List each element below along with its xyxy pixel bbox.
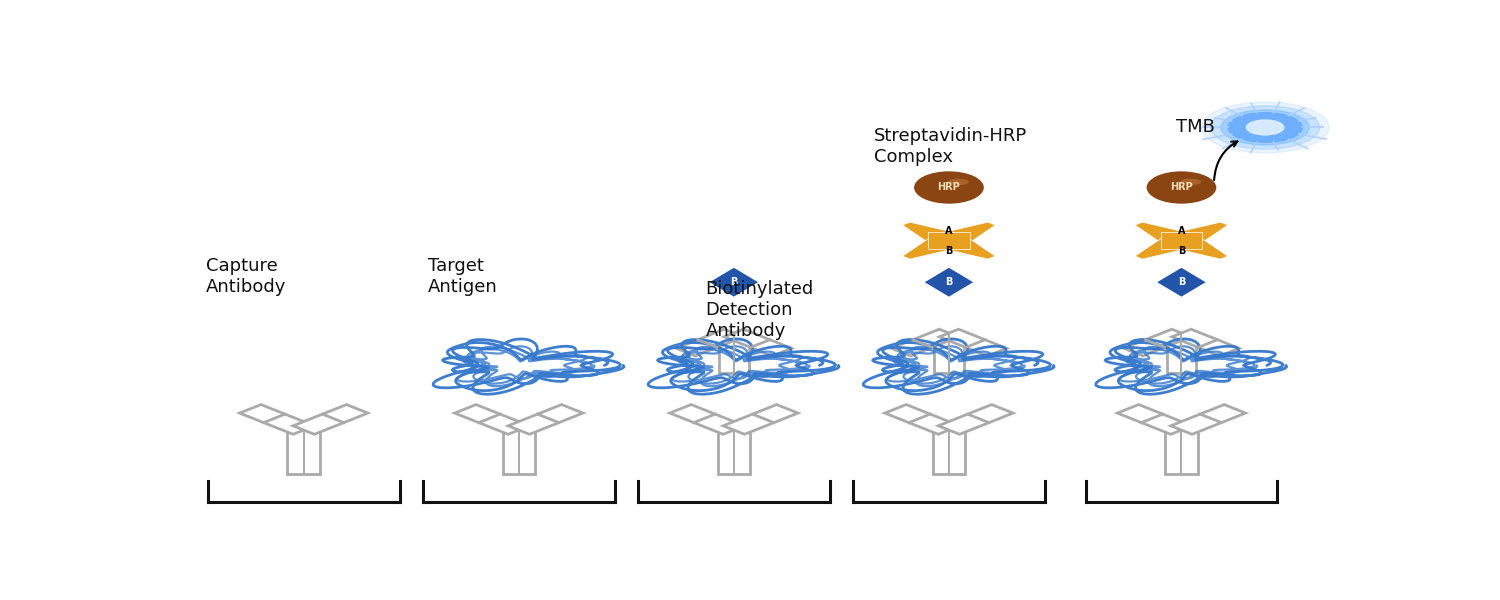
Text: B: B: [730, 277, 738, 287]
Text: Target
Antigen: Target Antigen: [427, 257, 498, 296]
Polygon shape: [723, 404, 798, 434]
Ellipse shape: [1180, 179, 1202, 185]
Polygon shape: [903, 235, 963, 259]
Polygon shape: [934, 235, 996, 259]
Polygon shape: [934, 222, 996, 247]
Text: Streptavidin-HRP
Complex: Streptavidin-HRP Complex: [874, 127, 1028, 166]
Polygon shape: [708, 267, 759, 298]
Bar: [1167, 333, 1196, 373]
Text: B: B: [1178, 277, 1185, 287]
Polygon shape: [670, 404, 744, 434]
Text: B: B: [1178, 246, 1185, 256]
Text: HRP: HRP: [1170, 182, 1192, 193]
Polygon shape: [924, 267, 975, 298]
Polygon shape: [240, 404, 315, 434]
Polygon shape: [1167, 235, 1228, 259]
Bar: [718, 333, 748, 373]
Bar: [928, 232, 970, 249]
Text: A: A: [1178, 226, 1185, 236]
Circle shape: [1210, 106, 1320, 149]
Circle shape: [1228, 113, 1302, 142]
Polygon shape: [891, 329, 958, 356]
Ellipse shape: [948, 179, 969, 185]
Text: B: B: [945, 246, 952, 256]
Polygon shape: [724, 329, 792, 356]
Text: TMB: TMB: [1176, 118, 1215, 136]
Polygon shape: [1136, 222, 1196, 247]
Text: HRP: HRP: [938, 182, 960, 193]
Polygon shape: [1172, 329, 1239, 356]
Bar: [934, 333, 963, 373]
Text: Biotinylated
Detection
Antibody: Biotinylated Detection Antibody: [705, 280, 813, 340]
Bar: [288, 430, 320, 474]
Text: Capture
Antibody: Capture Antibody: [206, 257, 286, 296]
Circle shape: [1221, 110, 1310, 145]
Bar: [933, 430, 964, 474]
Polygon shape: [509, 404, 584, 434]
Polygon shape: [939, 329, 1006, 356]
Polygon shape: [903, 222, 963, 247]
Ellipse shape: [1146, 172, 1216, 203]
Circle shape: [1202, 102, 1329, 153]
Circle shape: [1246, 120, 1284, 135]
Bar: [1161, 232, 1203, 249]
Polygon shape: [676, 329, 744, 356]
Bar: [503, 430, 536, 474]
Polygon shape: [885, 404, 960, 434]
Bar: [1166, 430, 1197, 474]
Bar: [717, 430, 750, 474]
Polygon shape: [1167, 222, 1228, 247]
Polygon shape: [292, 404, 368, 434]
Text: A: A: [945, 226, 952, 236]
Polygon shape: [1118, 404, 1192, 434]
Polygon shape: [454, 404, 530, 434]
Text: B: B: [945, 277, 952, 287]
Polygon shape: [939, 404, 1013, 434]
Polygon shape: [1156, 267, 1208, 298]
Polygon shape: [1136, 235, 1196, 259]
Polygon shape: [1124, 329, 1191, 356]
Ellipse shape: [914, 172, 984, 203]
Polygon shape: [1172, 404, 1245, 434]
